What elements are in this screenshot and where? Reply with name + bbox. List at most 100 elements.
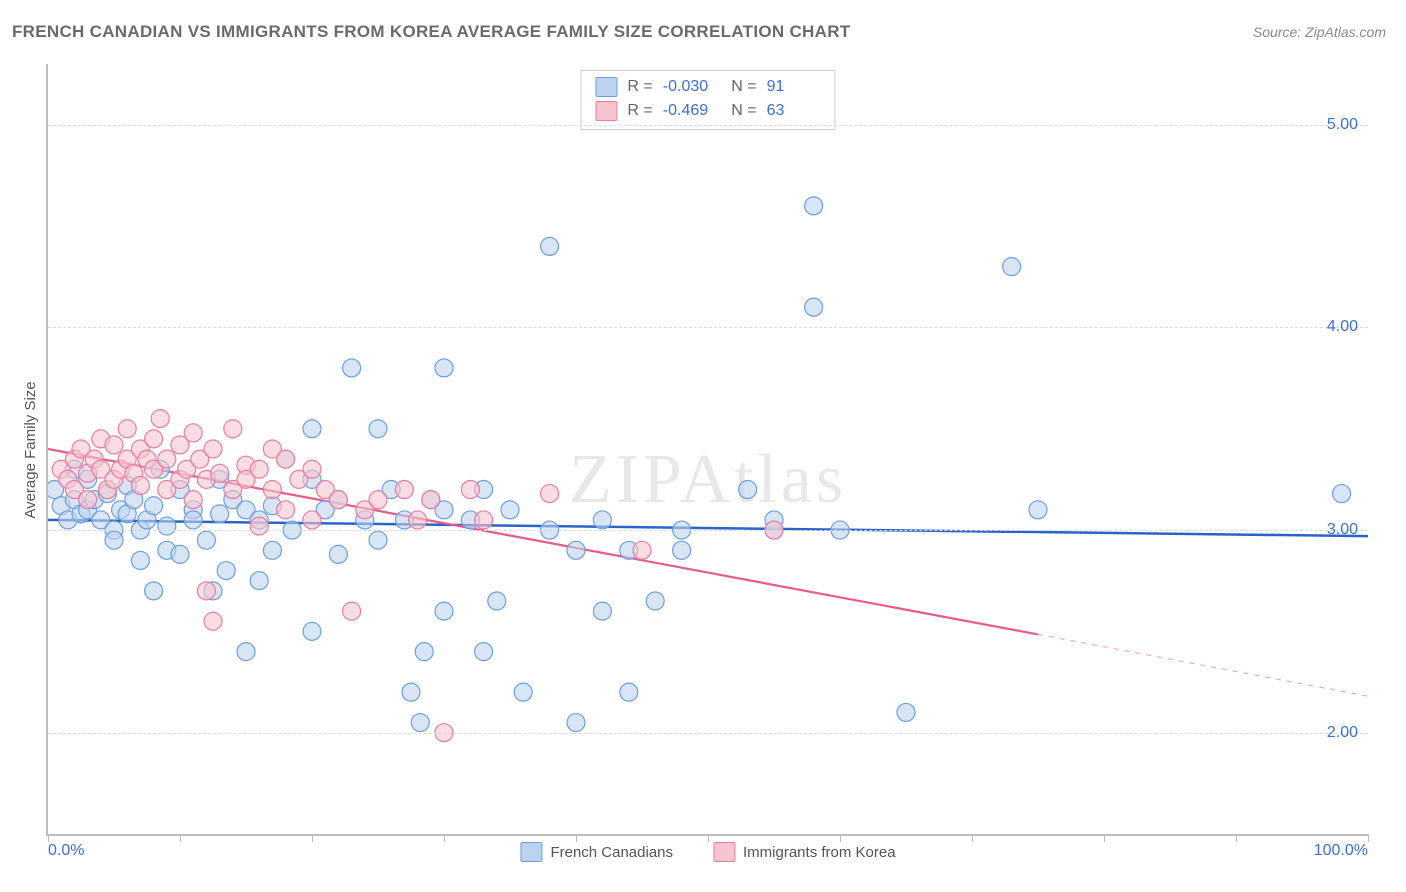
y-tick-label: 3.00	[1327, 521, 1358, 539]
legend-swatch-icon	[520, 842, 542, 862]
data-point	[567, 714, 585, 732]
data-point	[158, 517, 176, 535]
data-point	[184, 511, 202, 529]
data-point	[409, 511, 427, 529]
legend-item: French Canadians	[520, 842, 673, 862]
x-tick	[48, 834, 49, 842]
y-axis-title: Average Family Size	[22, 381, 39, 518]
data-point	[184, 424, 202, 442]
data-point	[131, 551, 149, 569]
data-point	[1003, 258, 1021, 276]
chart-title: FRENCH CANADIAN VS IMMIGRANTS FROM KOREA…	[12, 22, 850, 42]
data-point	[369, 491, 387, 509]
data-point	[369, 531, 387, 549]
data-point	[145, 582, 163, 600]
data-point	[224, 420, 242, 438]
data-point	[435, 602, 453, 620]
data-point	[593, 511, 611, 529]
data-point	[250, 572, 268, 590]
trend-line-immigrants_korea	[48, 449, 1038, 634]
data-point	[171, 545, 189, 563]
data-point	[204, 440, 222, 458]
trend-line-dashed-immigrants_korea	[1038, 634, 1368, 696]
data-point	[145, 430, 163, 448]
data-point	[593, 602, 611, 620]
gridline-h	[48, 125, 1368, 126]
legend-swatch-icon	[713, 842, 735, 862]
data-point	[402, 683, 420, 701]
data-point	[250, 460, 268, 478]
data-point	[475, 643, 493, 661]
data-point	[184, 491, 202, 509]
data-point	[501, 501, 519, 519]
data-point	[488, 592, 506, 610]
data-point	[105, 531, 123, 549]
data-point	[435, 359, 453, 377]
data-point	[567, 541, 585, 559]
gridline-h	[48, 530, 1368, 531]
scatter-svg	[48, 64, 1368, 834]
source-attribution: Source: ZipAtlas.com	[1253, 24, 1386, 40]
data-point	[151, 410, 169, 428]
data-point	[211, 464, 229, 482]
data-point	[118, 420, 136, 438]
legend-label: French Canadians	[550, 844, 673, 861]
data-point	[263, 481, 281, 499]
x-tick	[1368, 834, 1369, 842]
data-point	[541, 237, 559, 255]
data-point	[541, 485, 559, 503]
data-point	[395, 481, 413, 499]
x-tick	[972, 834, 973, 842]
legend-label: Immigrants from Korea	[743, 844, 896, 861]
trend-line-french_canadians	[48, 520, 1368, 536]
data-point	[805, 298, 823, 316]
source-prefix: Source:	[1253, 24, 1305, 40]
x-tick	[840, 834, 841, 842]
data-point	[303, 460, 321, 478]
data-point	[646, 592, 664, 610]
x-axis-max-label: 100.0%	[1314, 842, 1368, 860]
legend-item: Immigrants from Korea	[713, 842, 896, 862]
x-tick	[444, 834, 445, 842]
data-point	[461, 481, 479, 499]
x-tick	[1236, 834, 1237, 842]
data-point	[303, 420, 321, 438]
gridline-h	[48, 327, 1368, 328]
data-point	[211, 505, 229, 523]
y-tick-label: 5.00	[1327, 116, 1358, 134]
data-point	[145, 497, 163, 515]
x-tick	[576, 834, 577, 842]
data-point	[514, 683, 532, 701]
data-point	[303, 622, 321, 640]
data-point	[204, 612, 222, 630]
data-point	[105, 436, 123, 454]
y-tick-label: 4.00	[1327, 318, 1358, 336]
data-point	[343, 602, 361, 620]
data-point	[369, 420, 387, 438]
plot-area: ZIPAtlas R = -0.030 N = 91 R = -0.469 N …	[46, 64, 1368, 836]
x-tick	[312, 834, 313, 842]
x-tick	[180, 834, 181, 842]
x-tick	[1104, 834, 1105, 842]
data-point	[303, 511, 321, 529]
data-point	[250, 517, 268, 535]
data-point	[475, 511, 493, 529]
x-axis-min-label: 0.0%	[48, 842, 84, 860]
data-point	[422, 491, 440, 509]
data-point	[197, 531, 215, 549]
data-point	[237, 643, 255, 661]
source-name: ZipAtlas.com	[1305, 24, 1386, 40]
data-point	[415, 643, 433, 661]
data-point	[277, 450, 295, 468]
data-point	[197, 582, 215, 600]
data-point	[739, 481, 757, 499]
data-point	[1029, 501, 1047, 519]
gridline-h	[48, 733, 1368, 734]
data-point	[329, 491, 347, 509]
data-point	[897, 703, 915, 721]
data-point	[217, 562, 235, 580]
y-tick-label: 2.00	[1327, 724, 1358, 742]
data-point	[158, 450, 176, 468]
data-point	[277, 501, 295, 519]
legend-bottom: French Canadians Immigrants from Korea	[520, 842, 895, 862]
